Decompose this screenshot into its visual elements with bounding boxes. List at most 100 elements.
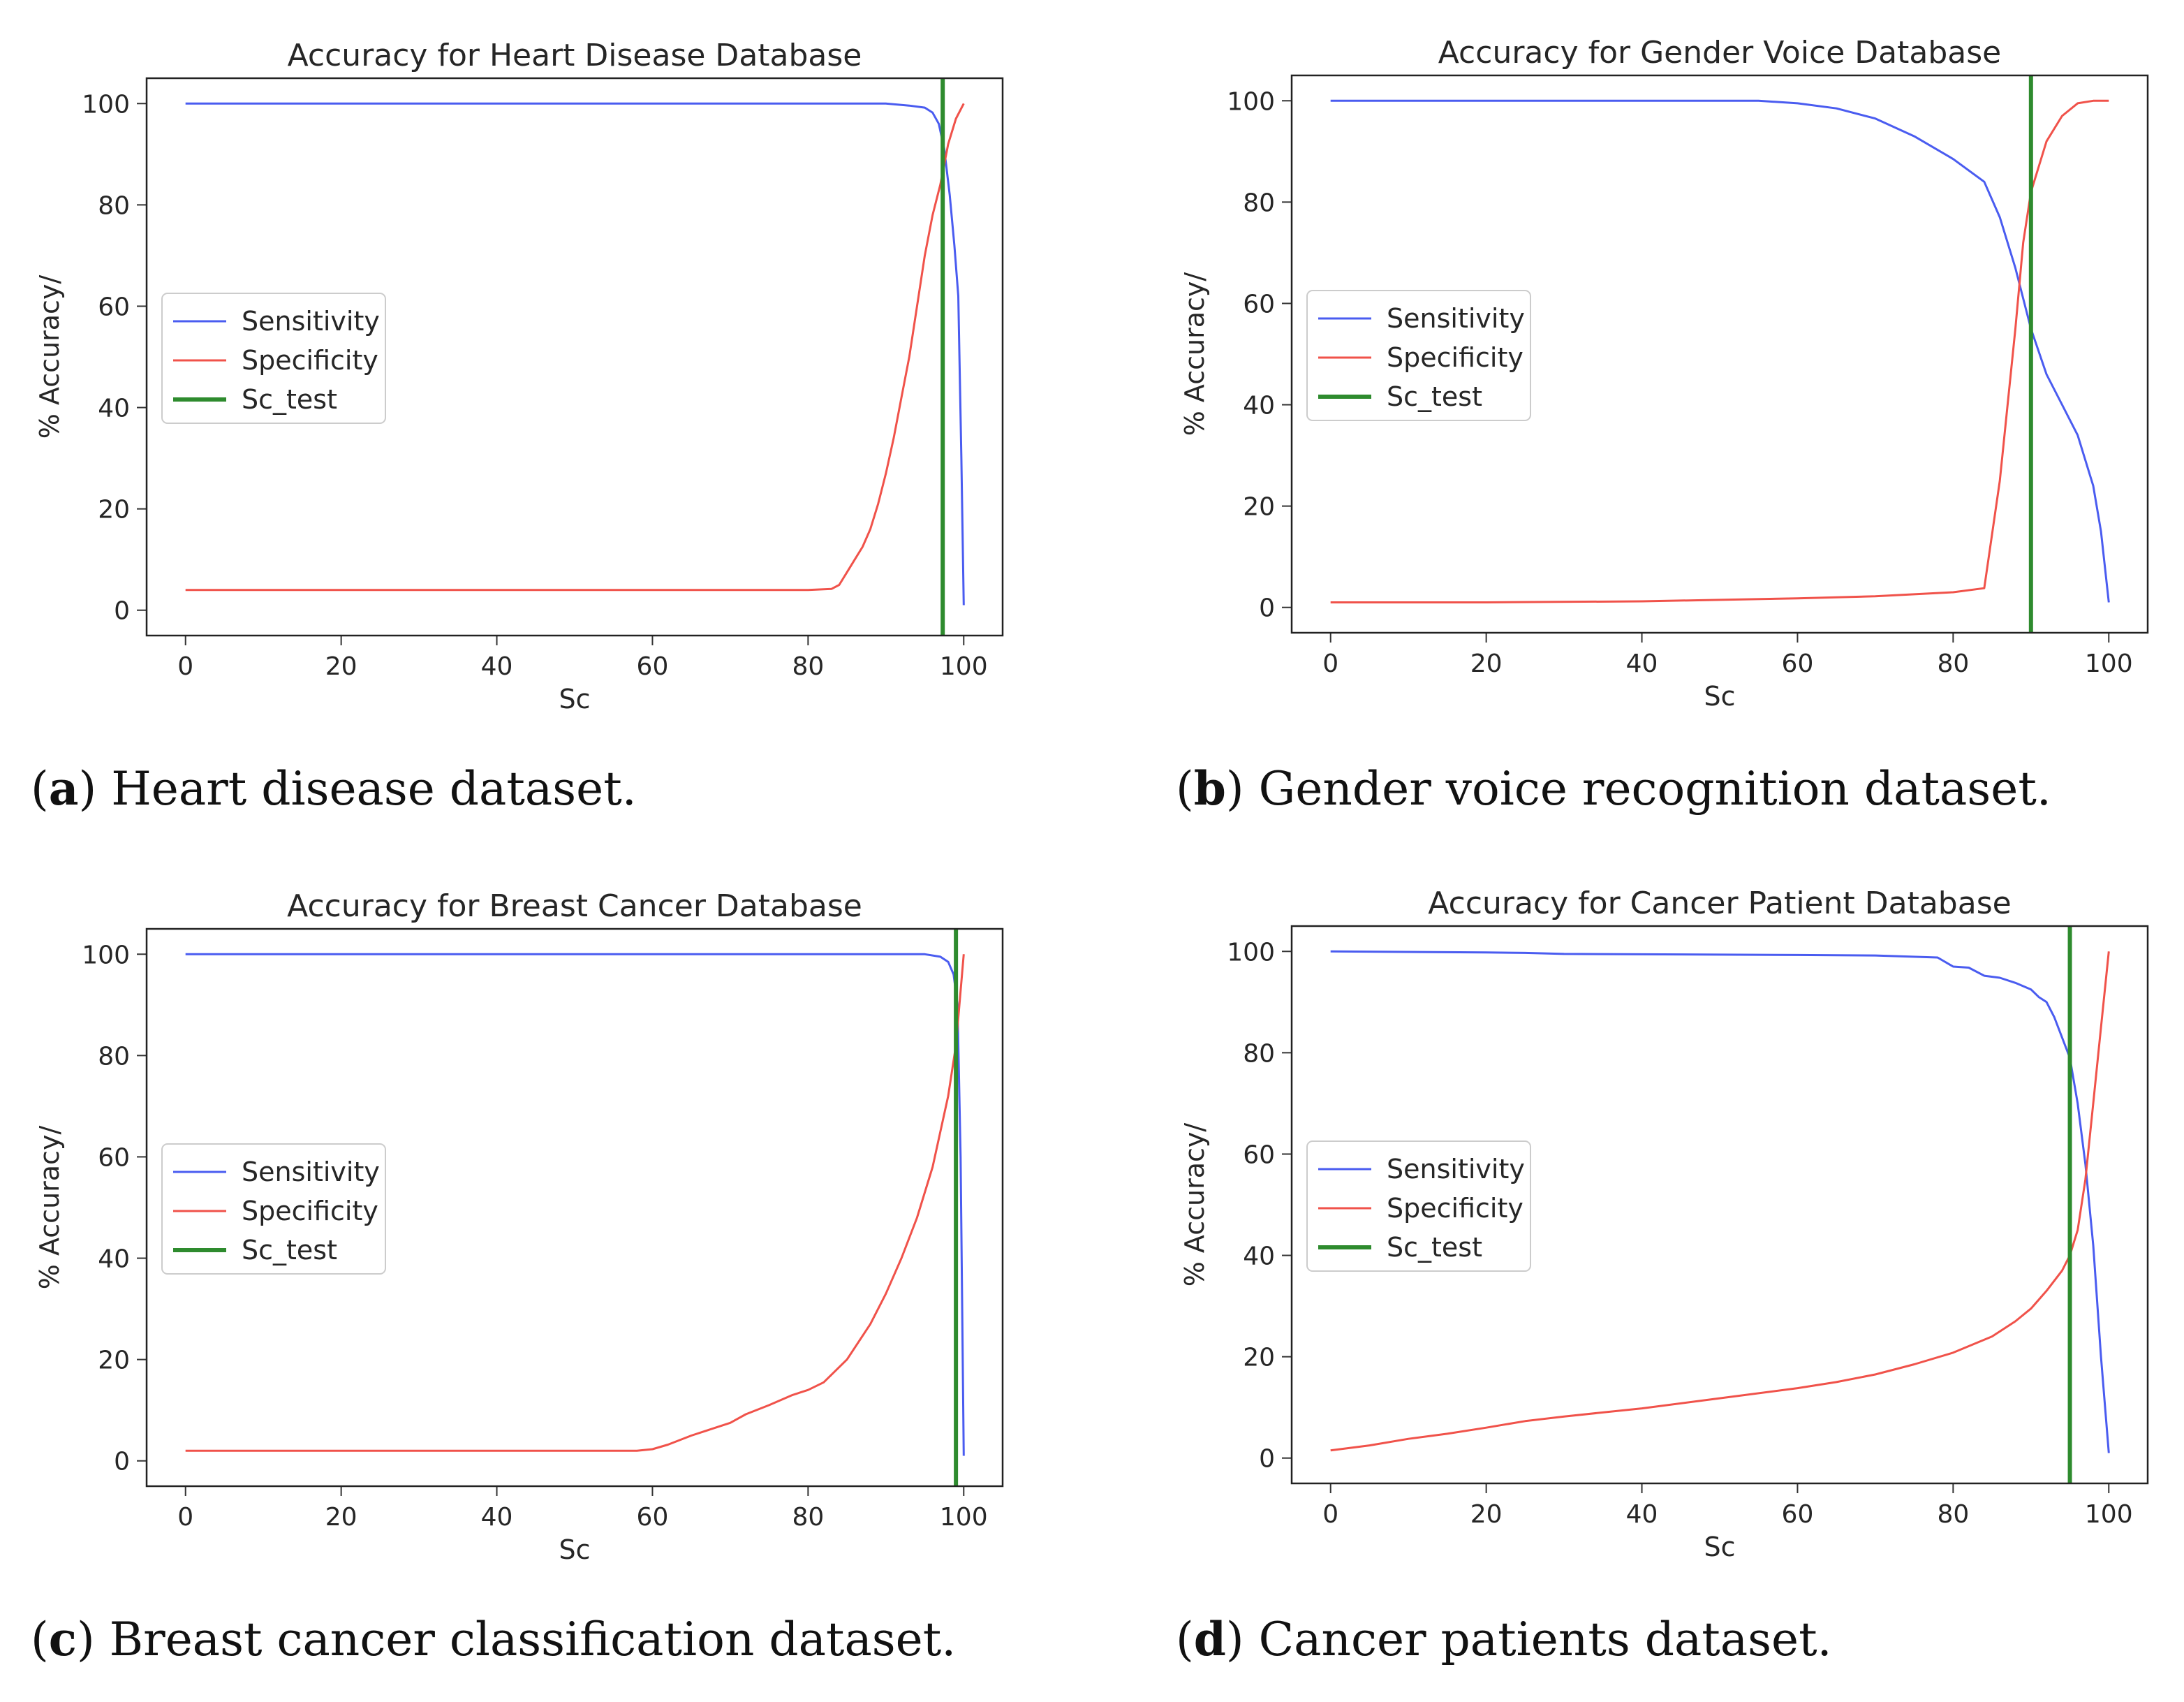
chart-breast-cancer: Accuracy for Breast Cancer Database 0 20 40…	[34, 888, 1004, 1565]
x-tick-label: 20	[325, 1503, 357, 1532]
caption-c: (c) Breast cancer classification dataset…	[31, 1612, 957, 1666]
y-tick-label: 40	[1243, 392, 1275, 420]
y-tick-label: 60	[98, 293, 130, 321]
y-tick-label: 0	[114, 597, 130, 626]
chart-cancer-patient: Accuracy for Cancer Patient Database 0 20 4…	[1179, 886, 2149, 1562]
legend-label: Sc_test	[1387, 1232, 1482, 1263]
y-tick-label: 40	[98, 1245, 130, 1274]
x-axis-label: Sc	[1704, 681, 1735, 712]
chart-title: Accuracy for Gender Voice Database	[1438, 35, 2002, 71]
x-tick-label: 0	[1322, 650, 1338, 678]
series-line-sensitivity	[1330, 99, 2110, 603]
x-tick-label: 80	[1937, 1500, 1969, 1529]
axes-frame	[145, 927, 1004, 1488]
y-axis-label: % Accuracy/	[1179, 272, 1210, 436]
caption-c-text: Breast cancer classification dataset.	[94, 1613, 957, 1666]
legend-box	[1306, 1140, 1531, 1272]
legend-label: Specificity	[1387, 342, 1523, 373]
x-tick-label: 0	[1322, 1500, 1338, 1529]
y-tick-label: 20	[1243, 493, 1275, 522]
axes-frame	[145, 77, 1004, 637]
x-tick-label: 20	[1470, 650, 1503, 678]
y-tick-label: 40	[98, 395, 130, 423]
chart-heart-disease: Accuracy for Heart Disease Database 0 20 40…	[34, 38, 1004, 714]
legend-label: Specificity	[1387, 1193, 1523, 1224]
panel-a: Accuracy for Heart Disease Database 0 20 40…	[0, 0, 1092, 851]
legend-box	[161, 1143, 386, 1275]
y-tick-label: 40	[1243, 1242, 1275, 1271]
x-tick-label: 40	[481, 1503, 513, 1532]
y-axis-label: % Accuracy/	[34, 1126, 65, 1290]
x-tick-label: 40	[1626, 1500, 1658, 1529]
caption-b-letter: b	[1193, 761, 1226, 816]
x-axis-label: Sc	[559, 1534, 590, 1565]
x-tick-label: 80	[792, 1503, 824, 1532]
series-line-sensitivity	[185, 953, 965, 1456]
series-line-specificity	[1330, 951, 2110, 1452]
y-tick-label: 80	[98, 1042, 130, 1071]
legend-label: Sensitivity	[1387, 1154, 1525, 1184]
x-tick-label: 100	[2085, 650, 2133, 678]
caption-d: (d) Cancer patients dataset.	[1176, 1612, 1832, 1666]
chart-gender-voice: Accuracy for Gender Voice Database 0 20 40 6…	[1179, 35, 2149, 712]
series-line-sensitivity	[1330, 950, 2110, 1453]
x-tick-label: 60	[637, 652, 669, 681]
series-line-specificity	[185, 954, 965, 1452]
series-line-sensitivity	[185, 102, 965, 606]
x-tick-label: 20	[325, 652, 357, 681]
caption-a: (a) Heart disease dataset.	[31, 761, 637, 816]
x-tick-label: 0	[177, 1503, 193, 1532]
x-tick-label: 100	[940, 652, 988, 681]
x-tick-label: 60	[1782, 1500, 1814, 1529]
y-tick-label: 20	[98, 496, 130, 524]
x-tick-label: 40	[481, 652, 513, 681]
y-tick-label: 60	[1243, 290, 1275, 318]
x-axis-label: Sc	[559, 684, 590, 714]
caption-b-text: Gender voice recognition dataset.	[1244, 762, 2051, 816]
x-tick-label: 40	[1626, 650, 1658, 678]
legend-box	[161, 293, 386, 424]
y-tick-label: 0	[1259, 594, 1275, 623]
legend-label: Sensitivity	[242, 1157, 380, 1187]
x-tick-label: 60	[1782, 650, 1814, 678]
y-tick-label: 80	[98, 191, 130, 220]
y-axis-label: % Accuracy/	[1179, 1123, 1210, 1287]
series-line-specificity	[185, 103, 965, 592]
y-tick-label: 0	[114, 1448, 130, 1476]
x-tick-label: 100	[2085, 1500, 2133, 1529]
x-tick-label: 100	[940, 1503, 988, 1532]
caption-b: (b) Gender voice recognition dataset.	[1176, 761, 2051, 816]
legend-label: Sc_test	[242, 1235, 337, 1266]
y-tick-label: 80	[1243, 1039, 1275, 1068]
legend-label: Specificity	[242, 1196, 378, 1226]
y-tick-label: 20	[1243, 1344, 1275, 1372]
x-tick-label: 20	[1470, 1500, 1503, 1529]
legend-label: Specificity	[242, 345, 378, 376]
chart-title: Accuracy for Heart Disease Database	[288, 38, 862, 73]
y-tick-label: 60	[98, 1143, 130, 1172]
panel-d: Accuracy for Cancer Patient Database 0 20 4…	[1092, 851, 2184, 1701]
y-tick-label: 80	[1243, 189, 1275, 217]
x-tick-label: 80	[1937, 650, 1969, 678]
y-tick-label: 100	[82, 941, 130, 969]
legend-label: Sensitivity	[1387, 303, 1525, 334]
caption-d-letter: d	[1193, 1612, 1226, 1666]
legend-label: Sc_test	[242, 384, 337, 415]
panel-c: Accuracy for Breast Cancer Database 0 20 40…	[0, 851, 1092, 1701]
y-tick-label: 60	[1243, 1140, 1275, 1169]
y-tick-label: 100	[82, 90, 130, 119]
y-tick-label: 20	[98, 1347, 130, 1375]
caption-a-text: Heart disease dataset.	[96, 762, 637, 816]
y-tick-label: 0	[1259, 1445, 1275, 1474]
panel-b: Accuracy for Gender Voice Database 0 20 40 6…	[1092, 0, 2184, 851]
series-line-specificity	[1330, 99, 2109, 603]
legend-label: Sc_test	[1387, 381, 1482, 412]
caption-d-text: Cancer patients dataset.	[1244, 1613, 1832, 1666]
x-axis-label: Sc	[1704, 1532, 1735, 1562]
chart-title: Accuracy for Cancer Patient Database	[1428, 886, 2011, 921]
x-tick-label: 80	[792, 652, 824, 681]
y-axis-label: % Accuracy/	[34, 275, 65, 439]
x-tick-label: 60	[637, 1503, 669, 1532]
axes-frame	[1290, 925, 2149, 1485]
caption-a-letter: a	[48, 761, 79, 816]
